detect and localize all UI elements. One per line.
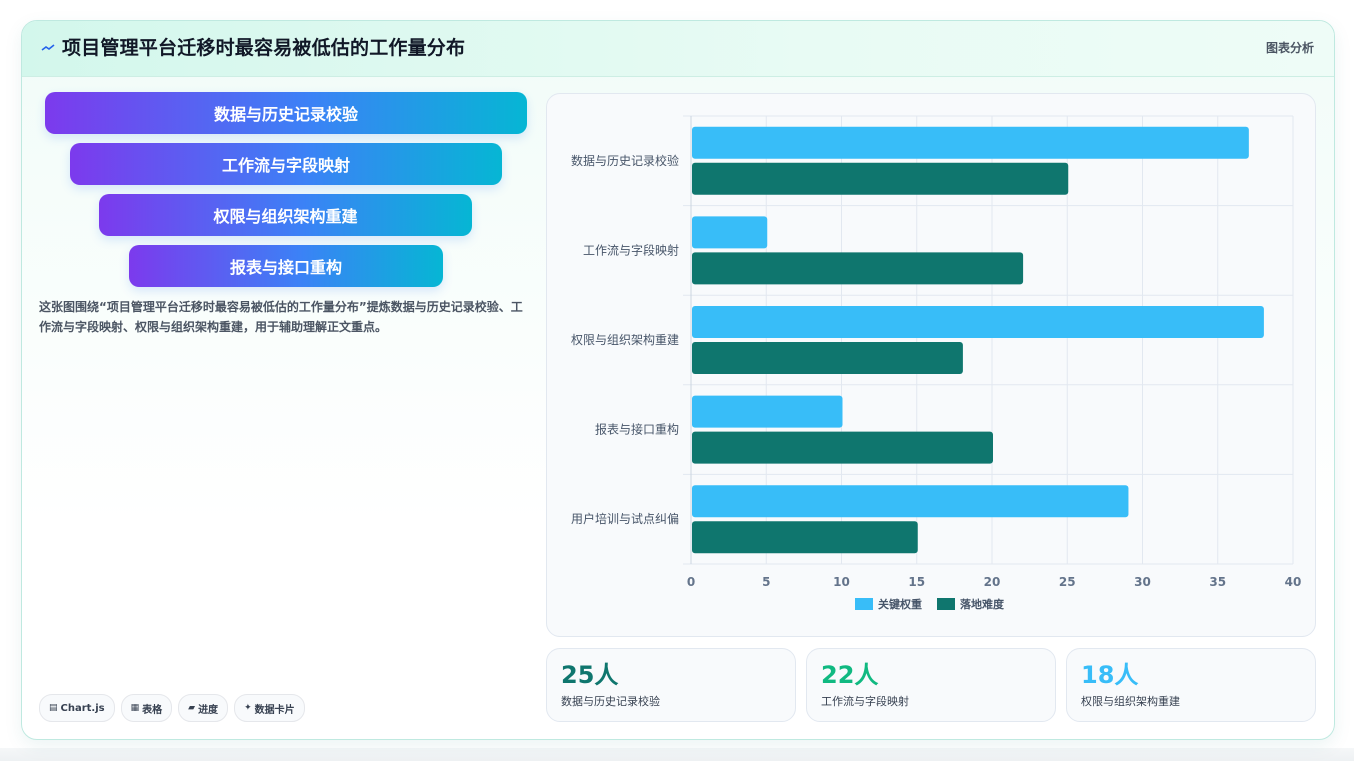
page-title: 项目管理平台迁移时最容易被低估的工作量分布 (62, 37, 466, 59)
progress-icon: ▰ (188, 703, 196, 713)
stat-card-1: 25人 数据与历史记录校验 (546, 648, 796, 722)
stat-card-2: 22人 工作流与字段映射 (806, 648, 1056, 722)
legend-swatch (937, 598, 955, 610)
stat-value: 18人 (1081, 661, 1139, 689)
bar-difficulty (692, 431, 993, 464)
feature-chips: ▤ Chart.js ▦ 表格 ▰ 进度 ✦ 数据卡片 (39, 694, 305, 722)
page-bottom-strip (0, 748, 1354, 761)
sparkle-icon: ✦ (244, 703, 252, 713)
chip-chartjs[interactable]: ▤ Chart.js (39, 694, 115, 722)
bar-weight (692, 485, 1129, 518)
chart-icon: ▤ (49, 703, 58, 713)
y-tick-label: 数据与历史记录校验 (571, 153, 679, 168)
bar-weight (692, 126, 1249, 159)
y-tick-label: 报表与接口重构 (595, 422, 679, 437)
chip-label: 进度 (198, 704, 219, 716)
bar-chart-panel: 0 5 10 15 20 25 30 35 40 数据与历史记录校验工作流与字段映射权限与组织架构… (546, 93, 1316, 637)
bar-weight (692, 306, 1264, 338)
x-tick-label: 35 (1209, 575, 1226, 589)
legend-label: 落地难度 (960, 597, 1005, 611)
x-tick-label: 15 (908, 575, 925, 589)
funnel-step-4: 报表与接口重构 (129, 245, 443, 287)
stat-label: 权限与组织架构重建 (1081, 695, 1180, 708)
bar-weight (692, 216, 768, 249)
chart-card: 项目管理平台迁移时最容易被低估的工作量分布 图表分析 数据与历史记录校验 工作流… (21, 20, 1335, 740)
bar-difficulty (692, 342, 963, 374)
x-tick-label: 0 (687, 575, 695, 589)
bar-difficulty (692, 162, 1069, 195)
y-tick-label: 工作流与字段映射 (583, 242, 679, 257)
chip-data-card[interactable]: ✦ 数据卡片 (234, 694, 305, 722)
y-tick-label: 权限与组织架构重建 (571, 332, 679, 347)
x-tick-label: 25 (1059, 575, 1076, 589)
chart-analysis-tag: 图表分析 (1265, 41, 1314, 55)
bar-difficulty (692, 521, 918, 554)
stat-label: 数据与历史记录校验 (561, 695, 660, 708)
funnel-step-1: 数据与历史记录校验 (45, 92, 527, 134)
stat-label: 工作流与字段映射 (821, 695, 909, 708)
funnel-step-2: 工作流与字段映射 (70, 143, 502, 185)
chip-label: 表格 (142, 704, 163, 716)
x-tick-label: 30 (1134, 575, 1151, 589)
stat-value: 22人 (821, 661, 879, 689)
chip-table[interactable]: ▦ 表格 (120, 694, 173, 722)
chip-label: 数据卡片 (254, 704, 295, 716)
y-tick-label: 用户培训与试点纠偏 (571, 511, 679, 526)
chip-progress[interactable]: ▰ 进度 (178, 694, 229, 722)
x-tick-label: 20 (984, 575, 1001, 589)
x-tick-label: 10 (833, 575, 850, 589)
x-tick-label: 5 (762, 575, 770, 589)
chart-description: 这张图围绕“项目管理平台迁移时最容易被低估的工作量分布”提炼数据与历史记录校验、… (39, 300, 523, 334)
legend-swatch (855, 598, 873, 610)
stat-card-3: 18人 权限与组织架构重建 (1066, 648, 1316, 722)
trend-icon (41, 38, 55, 58)
bar-chart: 0 5 10 15 20 25 30 35 40 数据与历史记录校验工作流与字段映射权限与组织架构… (571, 115, 1302, 611)
card-header: 项目管理平台迁移时最容易被低估的工作量分布 图表分析 (22, 21, 1334, 77)
chip-label: Chart.js (60, 702, 105, 714)
table-icon: ▦ (130, 703, 140, 713)
bar-weight (692, 395, 843, 428)
legend-label: 关键权重 (878, 597, 922, 611)
funnel-step-3: 权限与组织架构重建 (99, 194, 472, 236)
bar-difficulty (692, 252, 1024, 285)
stat-value: 25人 (561, 661, 619, 689)
x-tick-label: 40 (1285, 575, 1302, 589)
